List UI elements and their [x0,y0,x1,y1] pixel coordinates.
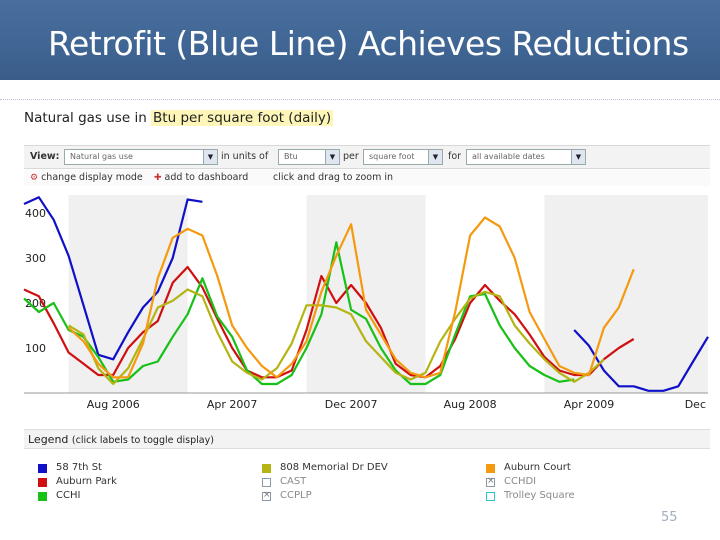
legend-label: Trolley Square [504,490,575,501]
shaded-band [544,195,708,393]
shaded-band [306,195,426,393]
zoom-hint: click and drag to zoom in [273,172,394,183]
legend-label: CAST [280,476,307,487]
series-line [23,196,203,361]
x-tick-label: Dec [685,398,706,411]
for-select-value: all available dates [472,152,545,161]
change-mode-label: change display mode [41,172,143,183]
legend-swatch [262,478,271,487]
series-line [68,288,605,386]
legend-label: CCHI [56,490,81,501]
legend-label: Auburn Park [56,476,117,487]
legend-swatch [38,492,47,501]
page-number: 55 [661,510,678,525]
legend-swatch [262,464,271,473]
legend-swatch [486,464,495,473]
legend-label: 58 7th St [56,462,102,473]
y-tick-label: 300 [25,252,46,265]
add-dashboard-label: add to dashboard [164,172,249,183]
series-lines [23,196,709,392]
for-select[interactable]: all available dates ▼ [466,149,586,165]
legend-swatch [262,490,271,501]
per-label: per [343,151,359,162]
x-tick-label: Aug 2008 [444,398,497,411]
per-select[interactable]: square foot ▼ [363,149,443,165]
view-label: View: [30,151,60,162]
series-line [67,216,635,379]
view-toolbar: View: Natural gas use ▼ in units of Btu … [24,145,710,169]
y-tick-label: 100 [25,342,46,355]
x-tick-labels: Aug 2006 Apr 2007 Dec 2007 Aug 2008 Apr 2009… [87,398,706,411]
change-mode-link[interactable]: ⚙ change display mode [30,172,143,183]
shaded-band [68,195,188,393]
units-select-value: Btu [284,152,298,161]
series-line [573,329,709,392]
y-tick-label: 400 [25,207,46,220]
chevron-down-icon: ▼ [203,150,217,164]
chart-heading: Natural gas use in Btu per square foot (… [24,110,334,126]
action-bar: ⚙ change display mode ✚ add to dashboard c… [24,170,710,186]
legend-label: CCHDI [504,476,537,487]
slide-title: Retrofit (Blue Line) Achieves Reductions [48,24,689,63]
legend-swatch [38,478,47,487]
chevron-down-icon: ▼ [325,150,339,164]
x-tick-label: Apr 2009 [564,398,615,411]
x-tick-label: Apr 2007 [207,398,258,411]
units-label: in units of [221,151,269,162]
divider [0,99,720,100]
x-tick-label: Aug 2006 [87,398,140,411]
legend-label: Auburn Court [504,462,571,473]
x-tick-label: Dec 2007 [325,398,378,411]
legend-swatch [486,492,495,501]
chevron-down-icon: ▼ [571,150,585,164]
chevron-down-icon: ▼ [428,150,442,164]
shaded-bands [68,195,708,393]
heading-units[interactable]: Btu per square foot (daily) [151,110,334,126]
wrench-icon: ⚙ [30,173,39,183]
legend-swatch [38,464,47,473]
per-select-value: square foot [369,152,415,161]
plus-icon: ✚ [154,173,162,183]
view-select-value: Natural gas use [70,152,133,161]
series-line [23,265,635,379]
view-select[interactable]: Natural gas use ▼ [64,149,218,165]
legend-swatch [486,476,495,487]
legend-label: CCPLP [280,490,312,501]
for-label: for [448,151,462,162]
legend-hint: (click labels to toggle display) [71,435,214,446]
legend-header: Legend (click labels to toggle display) [24,429,710,449]
units-select[interactable]: Btu ▼ [278,149,340,165]
slide-title-bar: Retrofit (Blue Line) Achieves Reductions [0,0,720,80]
legend-label: 808 Memorial Dr DEV [280,462,388,473]
add-dashboard-link[interactable]: ✚ add to dashboard [154,172,248,183]
heading-prefix: Natural gas use in [24,110,152,126]
legend-title: Legend [28,433,69,446]
